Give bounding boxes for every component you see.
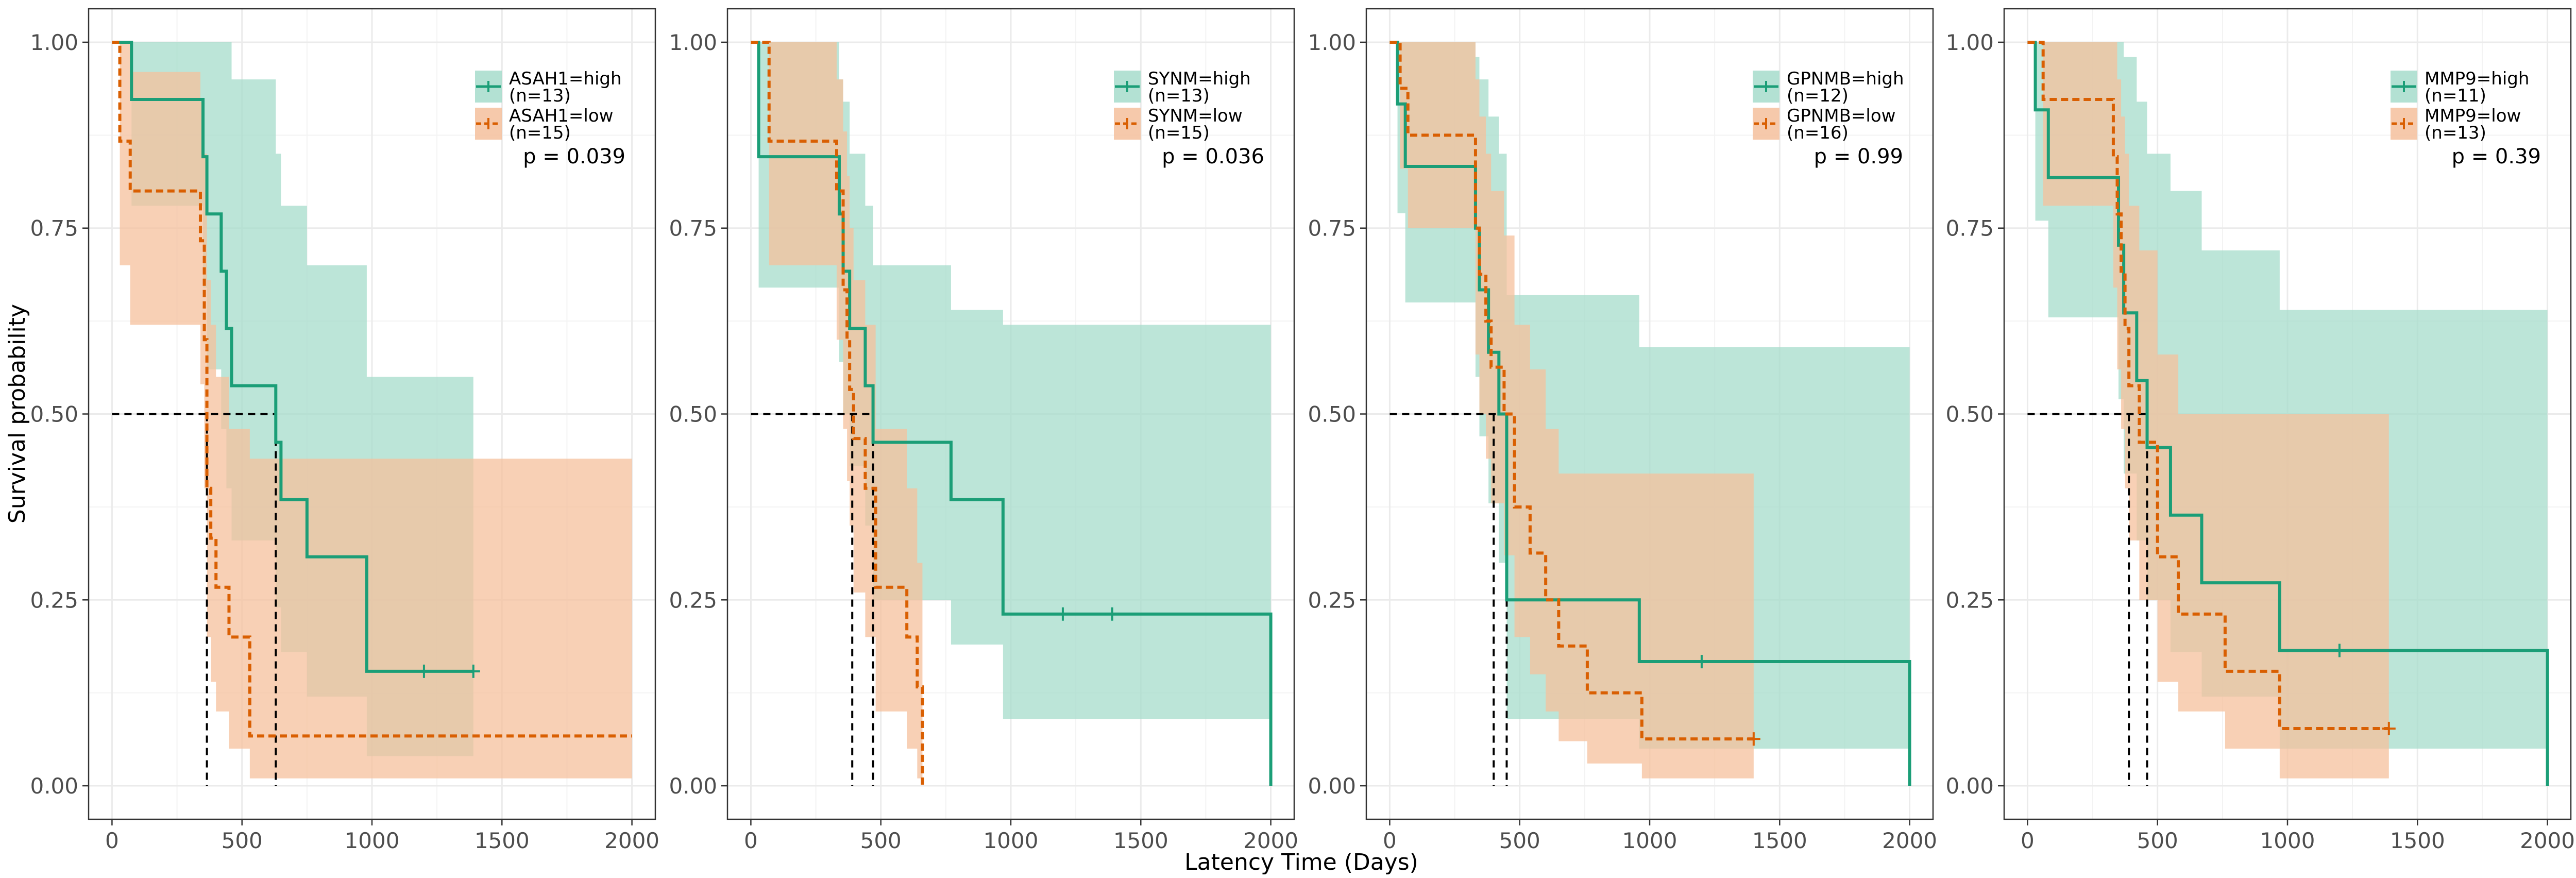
x-tick-label: 1500: [1113, 828, 1168, 853]
x-tick-label: 0: [2021, 828, 2035, 853]
y-tick-label: 0.00: [1945, 773, 1994, 799]
x-tick-label: 2000: [2520, 828, 2575, 853]
legend-entry-count: (n=16): [1787, 123, 1849, 143]
legend-entry-label: ASAH1=high: [509, 69, 622, 89]
km-panel-3: 0 500 1000 1500 2000 0.00 0.25 0.50 0.75 1.00 GPNM…: [1308, 8, 1937, 853]
x-tick-label: 0: [105, 828, 119, 853]
y-tick-label: 0.75: [30, 216, 78, 241]
confidence-band-high: [751, 42, 1271, 786]
legend-entry-label: SYNM=low: [1148, 106, 1243, 126]
y-tick-label: 0.50: [1308, 402, 1356, 427]
y-tick-label: 0.75: [1308, 216, 1356, 241]
y-tick-label: 0.00: [669, 773, 717, 799]
km-panel-1: 0 500 1000 1500 2000 0.00 0.25 0.50 0.75 1.00 ASAH…: [30, 8, 659, 853]
x-tick-label: 1000: [345, 828, 400, 853]
y-tick-label: 0.50: [1945, 402, 1994, 427]
y-tick-label: 0.75: [1945, 216, 1994, 241]
y-tick-label: 1.00: [1945, 30, 1994, 55]
survival-curve-low: [751, 40, 924, 786]
x-tick-label: 1000: [2260, 828, 2315, 853]
legend-entry-count: (n=13): [1148, 86, 1210, 106]
x-tick-label: 1000: [1622, 828, 1677, 853]
p-value-label: p = 0.39: [2452, 145, 2541, 168]
y-tick-label: 0.25: [1945, 587, 1994, 613]
legend-entry-count: (n=13): [509, 86, 571, 106]
legend-entry-label: GPNMB=high: [1787, 69, 1904, 89]
survival-curve-high: [1389, 40, 1911, 786]
y-tick-label: 0.50: [669, 402, 717, 427]
confidence-band-low: [1389, 42, 1754, 779]
x-tick-label: 2000: [1243, 828, 1298, 853]
y-tick-label: 0.25: [669, 587, 717, 613]
y-tick-label: 0.25: [30, 587, 78, 613]
x-tick-label: 1500: [2390, 828, 2445, 853]
y-tick-label: 0.50: [30, 402, 78, 427]
x-tick-label: 2000: [1882, 828, 1937, 853]
legend-entry-label: MMP9=high: [2425, 69, 2529, 89]
x-axis-title: Latency Time (Days): [1184, 849, 1418, 875]
legend-entry-count: (n=12): [1787, 86, 1849, 106]
x-tick-label: 500: [222, 828, 263, 853]
x-tick-label: 2000: [604, 828, 659, 853]
legend-entry-label: ASAH1=low: [509, 106, 613, 126]
y-tick-label: 0.25: [1308, 587, 1356, 613]
y-tick-label: 1.00: [30, 30, 78, 55]
survival-curve-high: [751, 40, 1273, 786]
km-panel-2: 0 500 1000 1500 2000 0.00 0.25 0.50 0.75 1.00 SYNM…: [669, 8, 1298, 853]
survival-curve-high: [2027, 40, 2549, 786]
x-tick-label: 0: [744, 828, 758, 853]
x-tick-label: 1500: [474, 828, 530, 853]
p-value-label: p = 0.039: [523, 145, 625, 168]
y-axis-title: Survival probability: [4, 304, 30, 524]
x-tick-label: 1500: [1752, 828, 1807, 853]
p-value-label: p = 0.036: [1162, 145, 1264, 168]
legend-entry-label: GPNMB=low: [1787, 106, 1896, 126]
legend-entry-count: (n=13): [2425, 123, 2486, 143]
x-tick-label: 500: [1499, 828, 1540, 853]
y-tick-label: 0.00: [30, 773, 78, 799]
confidence-band-low: [112, 42, 632, 779]
y-tick-label: 0.75: [669, 216, 717, 241]
survival-curve-high: [112, 40, 473, 673]
legend-entry-count: (n=15): [509, 123, 571, 143]
y-tick-label: 0.00: [1308, 773, 1356, 799]
legend-entry-label: MMP9=low: [2425, 106, 2521, 126]
y-tick-label: 1.00: [669, 30, 717, 55]
x-tick-label: 500: [860, 828, 902, 853]
x-tick-label: 500: [2137, 828, 2178, 853]
y-tick-label: 1.00: [1308, 30, 1356, 55]
x-tick-label: 1000: [984, 828, 1039, 853]
legend-entry-count: (n=15): [1148, 123, 1210, 143]
x-tick-label: 0: [1383, 828, 1397, 853]
p-value-label: p = 0.99: [1814, 145, 1903, 168]
survival-curve-low: [1389, 40, 1754, 741]
legend-entry-label: SYNM=high: [1148, 69, 1251, 89]
survival-curve-low: [112, 40, 632, 738]
legend-entry-count: (n=11): [2425, 86, 2486, 106]
km-panel-4: 0 500 1000 1500 2000 0.00 0.25 0.50 0.75 1.00 MMP9…: [1945, 8, 2575, 853]
confidence-band-low: [751, 42, 923, 786]
